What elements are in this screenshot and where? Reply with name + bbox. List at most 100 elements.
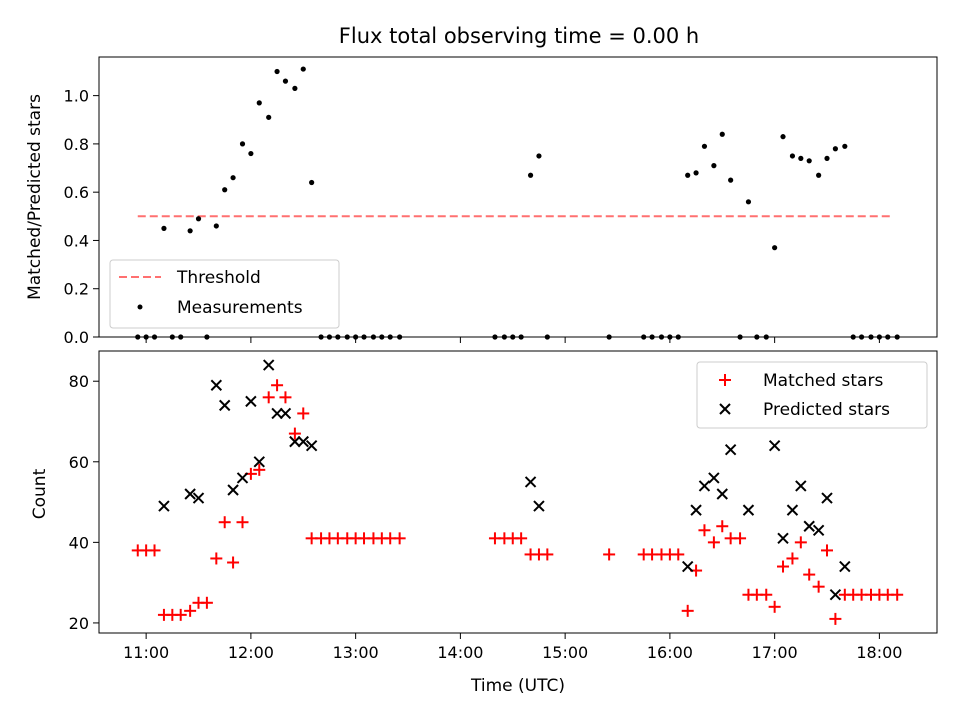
measurement-point [230, 175, 236, 181]
predicted-star-point [812, 524, 825, 536]
measurement-point [309, 179, 315, 186]
measurement-point [719, 131, 725, 137]
measurement-point [816, 172, 822, 178]
ratio-y-tick-label: 1.0 [64, 87, 89, 106]
matched-star-point [227, 556, 240, 569]
predicted-legend-label: Predicted stars [763, 400, 890, 420]
predicted-star-point [768, 439, 781, 452]
matched-star-point [803, 568, 816, 581]
measurement-point [824, 155, 830, 161]
measurement-point [222, 187, 228, 193]
threshold-legend-label: Threshold [176, 268, 261, 288]
predicted-star-point [227, 484, 239, 496]
matched-star-point [271, 379, 284, 392]
measurement-point [213, 223, 219, 229]
matched-star-point [760, 588, 773, 601]
count-panel-frame [98, 350, 938, 634]
measurement-point [239, 141, 246, 147]
matched-star-point [821, 544, 834, 557]
measurement-point [780, 134, 786, 140]
predicted-star-point [803, 520, 815, 532]
figure-title: Flux total observing time = 0.00 h [339, 24, 699, 48]
ratio-y-tick-label: 0.4 [64, 231, 89, 250]
count-legend: Matched stars Predicted stars [696, 361, 928, 429]
matched-star-point [768, 600, 781, 613]
x-tick-label: 16:00 [647, 643, 693, 662]
predicted-star-point [218, 399, 231, 412]
predicted-star-point [681, 560, 694, 573]
x-tick-label: 12:00 [228, 643, 274, 662]
predicted-star-point [253, 456, 265, 468]
matched-star-point [794, 536, 807, 549]
measurement-point [685, 172, 691, 178]
matched-star-point [716, 520, 729, 533]
measurement-point [282, 78, 289, 84]
measurement-point [789, 153, 796, 159]
matched-star-point [812, 580, 825, 593]
measurement-point [745, 199, 752, 205]
count-y-axis-label: Count [30, 468, 50, 519]
predicted-star-point [262, 359, 275, 371]
measurement-point [527, 172, 534, 178]
predicted-star-point [210, 379, 223, 391]
ratio-legend-box [109, 259, 340, 329]
predicted-star-point [533, 500, 545, 512]
matched-star-point [210, 552, 223, 565]
measurement-point [842, 143, 848, 149]
measurement-point [693, 170, 699, 176]
ratio-y-tick-label: 0.2 [64, 280, 89, 299]
measurement-point [772, 245, 778, 251]
predicted-star-point [289, 435, 301, 448]
matched-star-point [200, 596, 213, 609]
predicted-star-point [821, 492, 833, 504]
measurement-point [292, 85, 298, 91]
matched-star-point [891, 588, 904, 601]
matched-legend-swatch [719, 374, 731, 386]
matched-star-point [148, 544, 161, 557]
ratio-panel-frame [98, 56, 938, 338]
measurement-point [806, 158, 812, 164]
count-panel: 11:00 12:00 13:00 14:00 15:00 16:00 17:00 18:00… [30, 350, 938, 696]
predicted-star-point [245, 395, 257, 408]
matched-star-point [672, 548, 685, 561]
predicted-star-point [305, 439, 318, 452]
measurement-point [266, 114, 272, 120]
matched-star-point [777, 560, 790, 573]
predicted-legend-swatch [719, 403, 731, 415]
count-y-tick-label: 20 [69, 614, 89, 633]
count-y-tick-label: 60 [69, 453, 89, 472]
predicted-star-point [524, 476, 537, 488]
x-tick-label: 18:00 [856, 643, 902, 662]
predicted-star-point [716, 488, 728, 500]
matched-star-point [288, 427, 301, 440]
predicted-star-point [184, 488, 196, 500]
matched-star-point [236, 516, 249, 529]
measurement-point [798, 155, 804, 161]
x-tick-label: 14:00 [437, 643, 483, 662]
predicted-star-point [724, 443, 737, 456]
matched-star-point [698, 524, 711, 537]
predicted-star-point [786, 504, 799, 516]
ratio-y-tick-label: 0.0 [64, 328, 89, 347]
predicted-star-point [297, 435, 309, 448]
measurement-point [711, 163, 717, 169]
x-tick-label: 13:00 [333, 643, 379, 662]
matched-star-point [174, 608, 187, 621]
measurement-point [274, 68, 280, 75]
measurement-point [161, 225, 167, 231]
matched-star-point [515, 532, 528, 545]
ratio-y-tick-label: 0.6 [64, 183, 89, 202]
matched-star-point [786, 552, 799, 565]
predicted-star-point [698, 480, 711, 492]
matched-star-point [393, 532, 406, 545]
measurement-point [832, 146, 838, 152]
matched-star-point [253, 463, 266, 476]
x-tick-label: 15:00 [542, 643, 588, 662]
measurement-point [701, 143, 708, 149]
measurements-legend-label: Measurements [177, 298, 303, 318]
measurement-point [256, 100, 262, 106]
matched-star-point [707, 536, 720, 549]
matched-star-point [734, 532, 747, 545]
predicted-star-point [742, 504, 755, 516]
predicted-star-point [158, 500, 170, 512]
